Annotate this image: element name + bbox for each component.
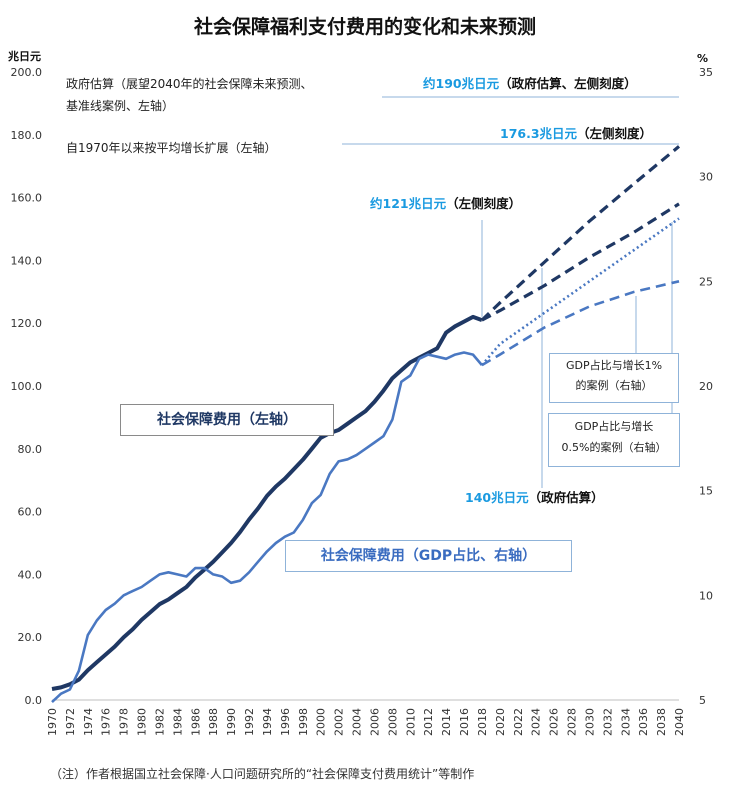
x-tick-label: 1972 bbox=[64, 708, 77, 736]
y-right-tick-label: 25 bbox=[699, 275, 713, 288]
callout-140-value: 140兆日元 bbox=[465, 490, 529, 505]
y-left-tick-label: 200.0 bbox=[11, 66, 43, 79]
series-line-0 bbox=[51, 314, 483, 691]
x-tick-label: 2000 bbox=[315, 708, 328, 736]
callout-140-text: （政府估算） bbox=[528, 490, 604, 505]
y-left-tick-label: 160.0 bbox=[11, 192, 43, 205]
avg-growth-box-label: 自1970年以来按平均增长扩展（左轴） bbox=[66, 141, 277, 155]
gov-estimate-box-line2: 基准线案例、左轴） bbox=[66, 99, 175, 113]
gdp-05pct-line2: 0.5%的案例（右轴） bbox=[561, 441, 667, 454]
y-right-tick-label: 30 bbox=[699, 171, 713, 184]
y-left-tick-label: 60.0 bbox=[18, 506, 43, 519]
gdp-1pct-box: GDP占比与增长1% 的案例（右轴） bbox=[549, 353, 679, 403]
gdp-05pct-line1: GDP占比与增长 bbox=[574, 420, 654, 433]
series-line-2 bbox=[480, 145, 681, 322]
left-series-label-box: 社会保障费用（左轴） bbox=[120, 404, 334, 436]
gov-estimate-box: 政府估算（展望2040年的社会保障未来预测、 基准线案例、左轴） bbox=[60, 69, 382, 129]
gdp-1pct-line2: 的案例（右轴） bbox=[575, 379, 653, 392]
x-tick-label: 2026 bbox=[548, 708, 561, 736]
callout-140: 140兆日元（政府估算） bbox=[465, 487, 604, 506]
callout-176-value: 176.3兆日元 bbox=[500, 126, 578, 141]
avg-growth-box: 自1970年以来按平均增长扩展（左轴） bbox=[60, 136, 342, 160]
x-tick-label: 2040 bbox=[673, 708, 686, 736]
right-axis-unit: % bbox=[697, 52, 709, 65]
callout-176: 176.3兆日元（左侧刻度） bbox=[500, 123, 652, 142]
x-tick-label: 1996 bbox=[279, 708, 292, 736]
gdp-05pct-box: GDP占比与增长 0.5%的案例（右轴） bbox=[548, 413, 680, 467]
x-tick-label: 1988 bbox=[207, 708, 220, 736]
x-tick-label: 2028 bbox=[566, 708, 579, 736]
y-left-tick-label: 80.0 bbox=[18, 443, 43, 456]
x-tick-label: 1976 bbox=[100, 708, 113, 736]
series-line-1 bbox=[481, 202, 680, 322]
y-right-tick-label: 15 bbox=[699, 485, 713, 498]
gov-estimate-box-line1: 政府估算（展望2040年的社会保障未来预测、 bbox=[66, 77, 313, 91]
x-tick-label: 1974 bbox=[82, 708, 95, 736]
y-left-tick-label: 120.0 bbox=[11, 317, 43, 330]
callout-190: 约190兆日元（政府估算、左侧刻度） bbox=[423, 73, 637, 92]
x-tick-label: 1978 bbox=[118, 708, 131, 736]
x-tick-label: 2014 bbox=[440, 708, 453, 736]
y-left-tick-label: 100.0 bbox=[11, 380, 43, 393]
left-series-label: 社会保障费用（左轴） bbox=[157, 412, 297, 428]
x-tick-label: 1990 bbox=[225, 708, 238, 736]
source-note: （注）作者根据国立社会保障·人口问题研究所的“社会保障支付费用统计”等制作 bbox=[50, 767, 475, 781]
y-right-tick-label: 10 bbox=[699, 589, 713, 602]
x-tick-label: 2034 bbox=[619, 708, 632, 736]
y-right-tick-label: 35 bbox=[699, 66, 713, 79]
series-line-3 bbox=[51, 351, 483, 704]
x-tick-label: 2038 bbox=[655, 708, 668, 736]
x-tick-label: 1980 bbox=[136, 708, 149, 736]
y-left-tick-label: 0.0 bbox=[25, 694, 43, 707]
x-tick-label: 2030 bbox=[583, 708, 596, 736]
x-tick-label: 1986 bbox=[189, 708, 202, 736]
series-line-5 bbox=[481, 280, 680, 367]
y-left-tick-label: 140.0 bbox=[11, 254, 43, 267]
x-tick-label: 1982 bbox=[153, 708, 166, 736]
gdp-series-label: 社会保障费用（GDP占比、右轴） bbox=[320, 548, 537, 564]
x-tick-label: 1984 bbox=[171, 708, 184, 736]
x-tick-label: 2032 bbox=[601, 708, 614, 736]
callout-190-value: 约190兆日元 bbox=[423, 76, 500, 91]
callout-121: 约121兆日元（左侧刻度） bbox=[370, 193, 521, 212]
x-tick-label: 2008 bbox=[386, 708, 399, 736]
y-left-tick-label: 20.0 bbox=[18, 631, 43, 644]
y-left-tick-label: 180.0 bbox=[11, 129, 43, 142]
callout-121-text: （左侧刻度） bbox=[446, 196, 522, 211]
x-tick-label: 1992 bbox=[243, 708, 256, 736]
x-tick-label: 2006 bbox=[368, 708, 381, 736]
y-right-tick-label: 5 bbox=[699, 694, 706, 707]
x-tick-label: 2016 bbox=[458, 708, 471, 736]
chart-title: 社会保障福利支付费用的变化和未来预测 bbox=[193, 16, 536, 38]
callout-121-value: 约121兆日元 bbox=[370, 196, 447, 211]
x-tick-label: 2020 bbox=[494, 708, 507, 736]
x-tick-label: 2024 bbox=[530, 708, 543, 736]
x-tick-label: 2004 bbox=[351, 708, 364, 736]
x-tick-label: 1994 bbox=[261, 708, 274, 736]
gdp-1pct-line1: GDP占比与增长1% bbox=[565, 359, 663, 372]
x-tick-label: 2010 bbox=[404, 708, 417, 736]
x-tick-label: 2018 bbox=[476, 708, 489, 736]
series-line-4 bbox=[480, 217, 680, 366]
callout-190-text: （政府估算、左侧刻度） bbox=[499, 76, 637, 91]
y-left-tick-label: 40.0 bbox=[18, 568, 43, 581]
x-tick-label: 2036 bbox=[637, 708, 650, 736]
x-tick-label: 2022 bbox=[512, 708, 525, 736]
x-tick-label: 1970 bbox=[46, 708, 59, 736]
x-tick-label: 1998 bbox=[297, 708, 310, 736]
callout-176-text: （左侧刻度） bbox=[577, 126, 653, 141]
x-tick-label: 2002 bbox=[333, 708, 346, 736]
x-tick-label: 2012 bbox=[422, 708, 435, 736]
left-axis-unit: 兆日元 bbox=[8, 50, 41, 63]
gdp-series-label-box: 社会保障费用（GDP占比、右轴） bbox=[285, 540, 572, 572]
y-right-tick-label: 20 bbox=[699, 380, 713, 393]
